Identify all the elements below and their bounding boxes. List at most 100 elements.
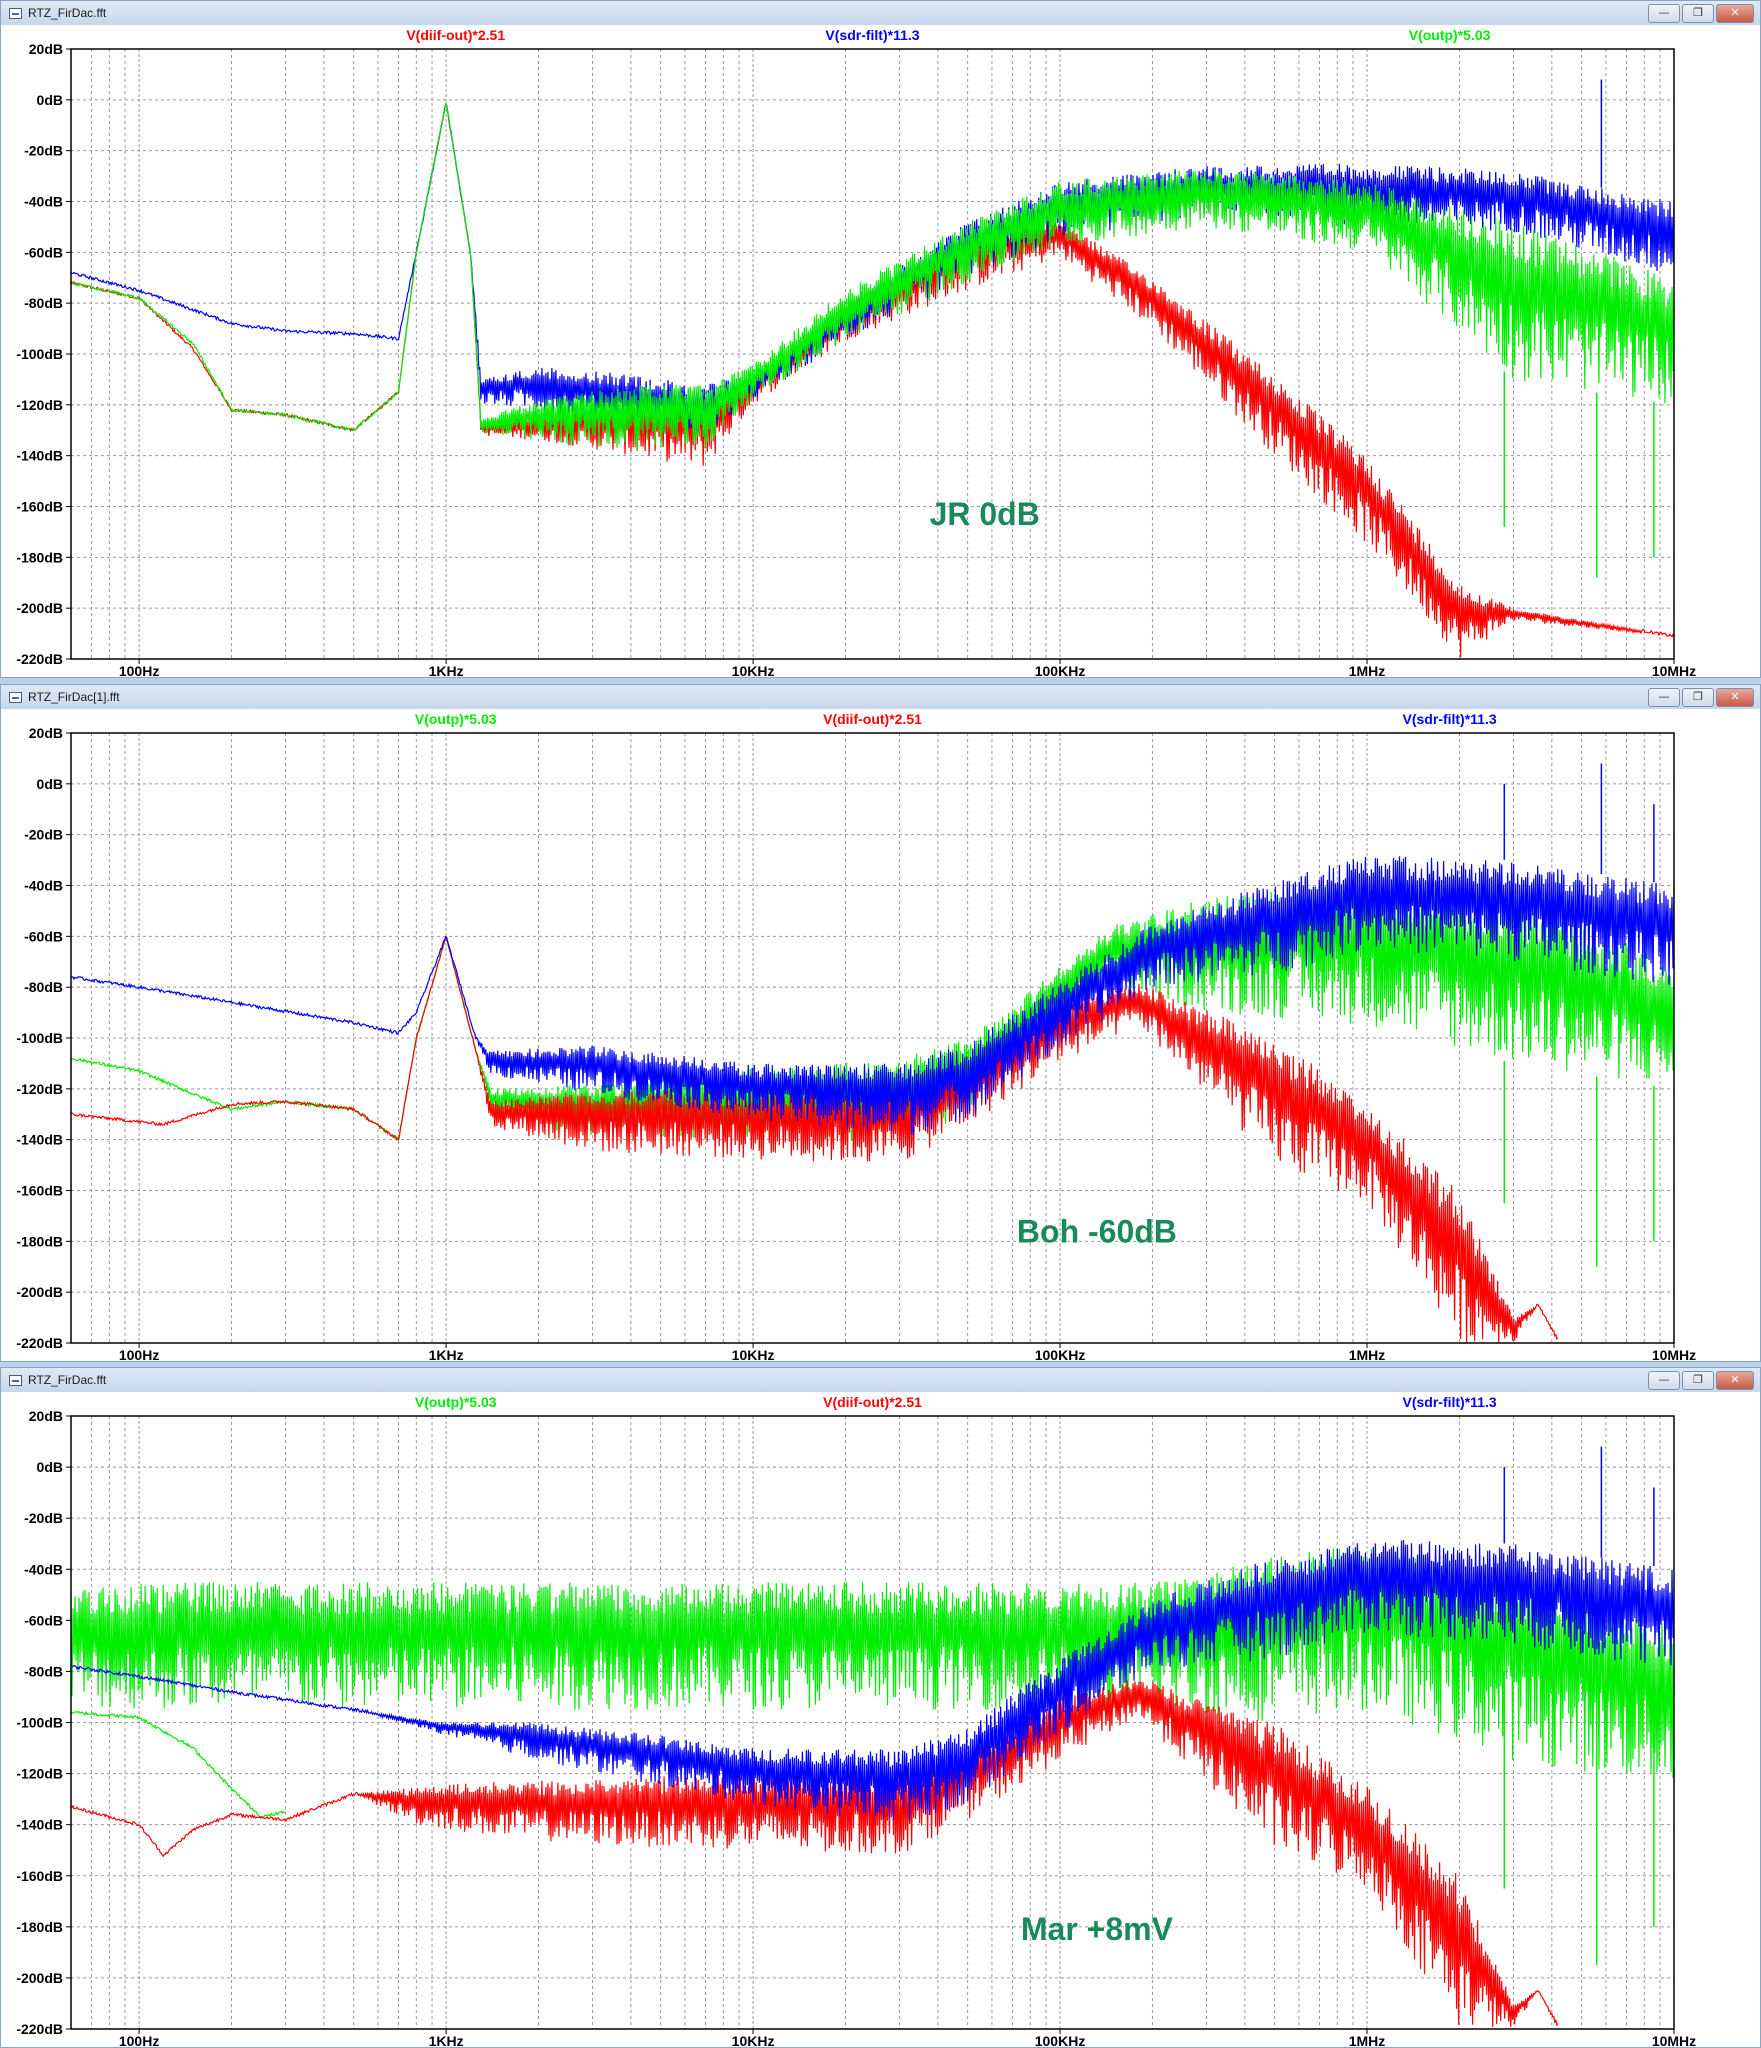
waveform-icon [9, 1374, 22, 1386]
y-tick-label: -220dB [16, 1335, 63, 1351]
waveform-icon [9, 7, 22, 19]
window-title: RTZ_FirDac.fft [28, 6, 107, 20]
y-tick-label: -60dB [24, 928, 63, 944]
y-tick-label: -100dB [16, 1030, 63, 1046]
fft-chart-mar-8mv[interactable]: 20dB 0dB -20dB -40dB -60dB -80dB -100dB -120dB -… [1, 1392, 1760, 2047]
y-tick-label: -20dB [24, 143, 63, 159]
y-tick-label: -40dB [24, 878, 63, 894]
y-tick-label: -180dB [16, 549, 63, 565]
y-tick-label: -80dB [24, 1663, 63, 1679]
x-tick-label: 10KHz [732, 1347, 775, 1361]
y-tick-label: -80dB [24, 295, 63, 311]
restore-button[interactable]: ❐ [1682, 1371, 1714, 1390]
y-tick-label: 20dB [29, 725, 63, 741]
legend-label[interactable]: V(sdr-filt)*11.3 [825, 27, 919, 43]
plot-area[interactable]: 20dB 0dB -20dB -40dB -60dB -80dB -100dB -120dB -… [1, 1392, 1760, 2047]
y-tick-label: -220dB [16, 2021, 63, 2037]
y-tick-label: -140dB [16, 448, 63, 464]
y-tick-label: -40dB [24, 194, 63, 210]
x-tick-label: 10KHz [732, 2033, 775, 2047]
annotation-label: Boh -60dB [1017, 1213, 1177, 1249]
y-tick-label: 0dB [37, 1459, 63, 1475]
x-tick-label: 10MHz [1652, 2033, 1696, 2047]
y-tick-label: -220dB [16, 651, 63, 667]
x-tick-label: 100Hz [119, 1347, 159, 1361]
minimize-button[interactable]: — [1648, 4, 1680, 23]
minimize-button[interactable]: — [1648, 1371, 1680, 1390]
window-title: RTZ_FirDac.fft [28, 1373, 107, 1387]
x-tick-label: 1KHz [429, 2033, 464, 2047]
y-tick-label: 20dB [29, 41, 63, 57]
legend-label[interactable]: V(outp)*5.03 [1409, 27, 1491, 43]
close-button[interactable]: ✕ [1716, 4, 1754, 23]
plot-area[interactable]: 20dB 0dB -20dB -40dB -60dB -80dB -100dB -120dB -… [1, 25, 1760, 677]
y-tick-label: -60dB [24, 1612, 63, 1628]
fft-chart-boh-60db[interactable]: 20dB 0dB -20dB -40dB -60dB -80dB -100dB -120dB -… [1, 709, 1760, 1361]
trace-V(sdr-filt)*11.3 [70, 103, 1675, 432]
annotation-label: Mar +8mV [1021, 1911, 1174, 1947]
y-tick-label: -60dB [24, 244, 63, 260]
trace-V(sdr-filt)*11.3 [70, 856, 1675, 1135]
close-button[interactable]: ✕ [1716, 688, 1754, 707]
y-tick-label: 0dB [37, 92, 63, 108]
legend-label[interactable]: V(outp)*5.03 [415, 711, 497, 727]
y-tick-label: -180dB [16, 1233, 63, 1249]
legend-label[interactable]: V(sdr-filt)*11.3 [1403, 1394, 1497, 1410]
x-tick-label: 1KHz [429, 1347, 464, 1361]
y-tick-label: -100dB [16, 1715, 63, 1731]
x-tick-label: 1MHz [1349, 2033, 1386, 2047]
y-tick-label: -20dB [24, 1510, 63, 1526]
y-tick-label: -20dB [24, 827, 63, 843]
y-tick-label: -200dB [16, 600, 63, 616]
legend-label[interactable]: V(diif-out)*2.51 [823, 711, 922, 727]
fft-window-2[interactable]: RTZ_FirDac[1].fft — ❐ ✕ 20dB 0dB -20dB -40d… [0, 684, 1761, 1362]
annotation-label: JR 0dB [930, 496, 1040, 532]
fft-chart-jr-0db[interactable]: 20dB 0dB -20dB -40dB -60dB -80dB -100dB -120dB -… [1, 25, 1760, 677]
trace-V(outp)*5.03 [70, 101, 1675, 451]
traces [70, 1446, 1675, 2028]
y-tick-label: -120dB [16, 1766, 63, 1782]
x-tick-label: 10MHz [1652, 663, 1696, 677]
legend-label[interactable]: V(diif-out)*2.51 [406, 27, 505, 43]
y-tick-label: -40dB [24, 1561, 63, 1577]
fft-window-1[interactable]: RTZ_FirDac.fft — ❐ ✕ 20dB 0dB -20dB -40dB -6… [0, 0, 1761, 678]
trace-V(sdr-filt)*11.3 [70, 1539, 1675, 1821]
y-tick-label: -120dB [16, 1081, 63, 1097]
y-tick-label: 0dB [37, 776, 63, 792]
x-tick-label: 100KHz [1035, 663, 1086, 677]
close-button[interactable]: ✕ [1716, 1371, 1754, 1390]
y-tick-label: -160dB [16, 499, 63, 515]
trace-V(diif-out)*2.51 [70, 1680, 1559, 2028]
x-tick-label: 100Hz [119, 663, 159, 677]
legend-label[interactable]: V(sdr-filt)*11.3 [1403, 711, 1497, 727]
x-tick-label: 1MHz [1349, 663, 1386, 677]
y-tick-label: -140dB [16, 1132, 63, 1148]
y-tick-label: -140dB [16, 1817, 63, 1833]
traces [70, 79, 1675, 658]
waveform-icon [9, 691, 22, 703]
y-tick-label: -100dB [16, 346, 63, 362]
title-bar[interactable]: RTZ_FirDac.fft — ❐ ✕ [1, 1368, 1760, 1392]
x-tick-label: 1KHz [429, 663, 464, 677]
plot-area[interactable]: 20dB 0dB -20dB -40dB -60dB -80dB -100dB -120dB -… [1, 709, 1760, 1361]
x-tick-label: 100KHz [1035, 1347, 1086, 1361]
y-tick-label: 20dB [29, 1408, 63, 1424]
fft-window-3[interactable]: RTZ_FirDac.fft — ❐ ✕ 20dB 0dB -20dB -40dB -6… [0, 1367, 1761, 2048]
window-title: RTZ_FirDac[1].fft [28, 690, 120, 704]
x-tick-label: 10MHz [1652, 1347, 1696, 1361]
y-tick-label: -160dB [16, 1183, 63, 1199]
minimize-button[interactable]: — [1648, 688, 1680, 707]
y-tick-label: -160dB [16, 1868, 63, 1884]
restore-button[interactable]: ❐ [1682, 4, 1714, 23]
y-tick-label: -80dB [24, 979, 63, 995]
title-bar[interactable]: RTZ_FirDac.fft — ❐ ✕ [1, 1, 1760, 25]
x-tick-label: 100KHz [1035, 2033, 1086, 2047]
x-tick-label: 100Hz [119, 2033, 159, 2047]
legend-label[interactable]: V(outp)*5.03 [415, 1394, 497, 1410]
x-tick-label: 10KHz [732, 663, 775, 677]
legend-label[interactable]: V(diif-out)*2.51 [823, 1394, 922, 1410]
y-tick-label: -200dB [16, 1970, 63, 1986]
restore-button[interactable]: ❐ [1682, 688, 1714, 707]
grid [70, 732, 1675, 1344]
title-bar[interactable]: RTZ_FirDac[1].fft — ❐ ✕ [1, 685, 1760, 709]
